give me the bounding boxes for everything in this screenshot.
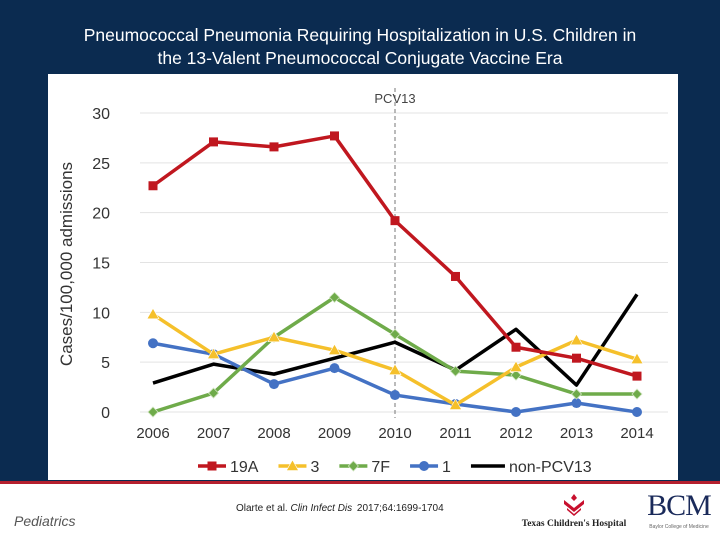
series-1-point xyxy=(390,390,400,401)
series-1-point xyxy=(329,363,340,374)
y-tick-label: 30 xyxy=(92,106,110,123)
citation-journal: Clin Infect Dis xyxy=(290,503,353,514)
title-line-2: the 13-Valent Pneumococcal Conjugate Vac… xyxy=(157,48,563,68)
x-tick-label: 2008 xyxy=(257,425,290,442)
series-7f-point xyxy=(570,388,583,400)
series-7f-point xyxy=(147,406,159,418)
x-tick-label: 2010 xyxy=(378,425,411,442)
pcv13-annotation: PCV13 xyxy=(374,91,415,106)
legend-7f-label: 7F xyxy=(371,459,390,476)
legend-3-marker xyxy=(285,459,299,471)
series-19a-point xyxy=(148,181,158,191)
legend-1-marker xyxy=(419,461,430,471)
series-3-point xyxy=(146,307,160,320)
legend-7f-marker xyxy=(347,460,359,472)
x-tick-label: 2012 xyxy=(499,425,532,442)
x-tick-label: 2013 xyxy=(560,425,593,442)
y-tick-label: 15 xyxy=(92,256,110,273)
series-7f-point xyxy=(510,369,522,381)
series-3-point xyxy=(267,330,281,343)
series-3-point xyxy=(569,333,584,346)
series-19a-point xyxy=(572,353,581,363)
series-19a-point xyxy=(632,371,642,381)
series-7f-point xyxy=(328,291,341,303)
y-tick-label: 25 xyxy=(92,156,110,173)
series-7f-point xyxy=(449,365,462,377)
series-19a-point xyxy=(209,137,218,147)
y-tick-label: 10 xyxy=(92,305,110,322)
legend-non-pcv13-label: non-PCV13 xyxy=(509,459,592,476)
legend-1-label: 1 xyxy=(442,459,451,476)
series-19a-point xyxy=(451,271,460,281)
series-1-point xyxy=(148,338,158,349)
bcm-logo-text: BCM xyxy=(647,489,712,522)
y-tick-label: 20 xyxy=(92,206,110,223)
series-19a-point xyxy=(330,131,339,141)
series-3-point xyxy=(509,360,523,372)
series-19a-point xyxy=(511,342,521,352)
series-1-point xyxy=(571,398,582,409)
x-tick-label: 2009 xyxy=(318,425,351,442)
title-line-1: Pneumococcal Pneumonia Requiring Hospita… xyxy=(83,25,637,45)
y-tick-label: 5 xyxy=(101,355,110,372)
series-3-point xyxy=(327,343,342,356)
footer xyxy=(0,484,720,540)
legend-3-label: 3 xyxy=(310,459,319,476)
divider xyxy=(0,481,720,484)
series-3-point xyxy=(206,347,221,359)
series-19a-point xyxy=(390,216,400,226)
citation-authors: Olarte et al. xyxy=(236,503,291,514)
series-non-pcv13-line xyxy=(152,293,639,387)
series-3-point xyxy=(630,352,644,364)
bcm-logo: BCM Baylor College of Medicine xyxy=(642,489,716,531)
x-tick-label: 2007 xyxy=(197,425,230,442)
citation: Olarte et al. Clin Infect Dis 2017;64:16… xyxy=(236,503,444,514)
series-3-point xyxy=(448,398,463,410)
x-tick-label: 2006 xyxy=(136,425,169,442)
citation-details: 2017;64:1699-1704 xyxy=(354,503,444,514)
chart-panel: 0 5 10 15 20 25 30 2006 2007 2008 2009 2010 2011 2012… xyxy=(48,74,678,480)
line-chart: 0 5 10 15 20 25 30 2006 2007 2008 2009 2010 2011 2012… xyxy=(57,88,668,476)
y-axis-label: Cases/100,000 admissions xyxy=(57,162,76,366)
legend-19a-marker xyxy=(207,461,217,471)
series-7f-point xyxy=(207,387,220,399)
tch-emblem-icon xyxy=(564,494,584,516)
slide-title: Pneumococcal Pneumonia Requiring Hospita… xyxy=(10,24,710,70)
texas-childrens-logo: Texas Children's Hospital xyxy=(512,492,636,530)
y-tick-label: 0 xyxy=(101,405,110,422)
x-tick-label: 2011 xyxy=(439,425,471,442)
series-1-point xyxy=(511,407,521,417)
series-7f-point xyxy=(389,328,401,340)
series-1-point xyxy=(269,379,279,390)
series-3-point xyxy=(388,363,402,375)
tch-logo-text: Texas Children's Hospital xyxy=(521,519,627,529)
series-7f-point xyxy=(631,388,643,400)
section-label: Pediatrics xyxy=(14,513,76,529)
series-1-point xyxy=(632,407,642,417)
bcm-logo-subtext: Baylor College of Medicine xyxy=(649,524,709,530)
legend-19a-label: 19A xyxy=(230,459,259,476)
x-tick-label: 2014 xyxy=(620,425,653,442)
series-19a-point xyxy=(269,142,279,152)
